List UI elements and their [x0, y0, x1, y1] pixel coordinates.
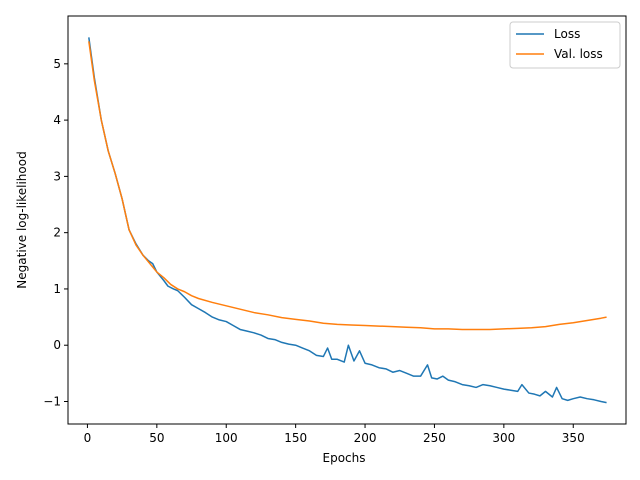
y-axis: −1 0 1 2 3 4 5	[43, 57, 68, 408]
y-tick-label: 3	[53, 169, 61, 183]
x-tick-label: 300	[492, 431, 515, 445]
series-layer	[88, 37, 607, 404]
series-line-loss	[88, 37, 607, 404]
x-tick-label: 200	[354, 431, 377, 445]
y-tick-label: 5	[53, 57, 61, 71]
x-tick-label: 50	[149, 431, 164, 445]
y-tick-label: 1	[53, 282, 61, 296]
plot-frame	[67, 15, 627, 425]
x-tick-label: 150	[284, 431, 307, 445]
y-tick-label: 0	[53, 338, 61, 352]
y-tick-label: −1	[43, 394, 61, 408]
x-tick-label: 250	[423, 431, 446, 445]
x-tick-label: 0	[84, 431, 92, 445]
y-tick-label: 4	[53, 113, 61, 127]
y-tick-label: 2	[53, 226, 61, 240]
legend-label: Val. loss	[554, 47, 603, 61]
x-tick-label: 350	[562, 431, 585, 445]
y-axis-label: Negative log-likelihood	[15, 151, 29, 288]
legend-label: Loss	[554, 27, 580, 41]
x-tick-label: 100	[215, 431, 238, 445]
x-axis: 0 50 100 150 200 250 300 350	[84, 424, 585, 445]
x-axis-label: Epochs	[323, 451, 366, 465]
series-line-val-loss	[88, 41, 607, 331]
legend: Loss Val. loss	[509, 21, 621, 69]
